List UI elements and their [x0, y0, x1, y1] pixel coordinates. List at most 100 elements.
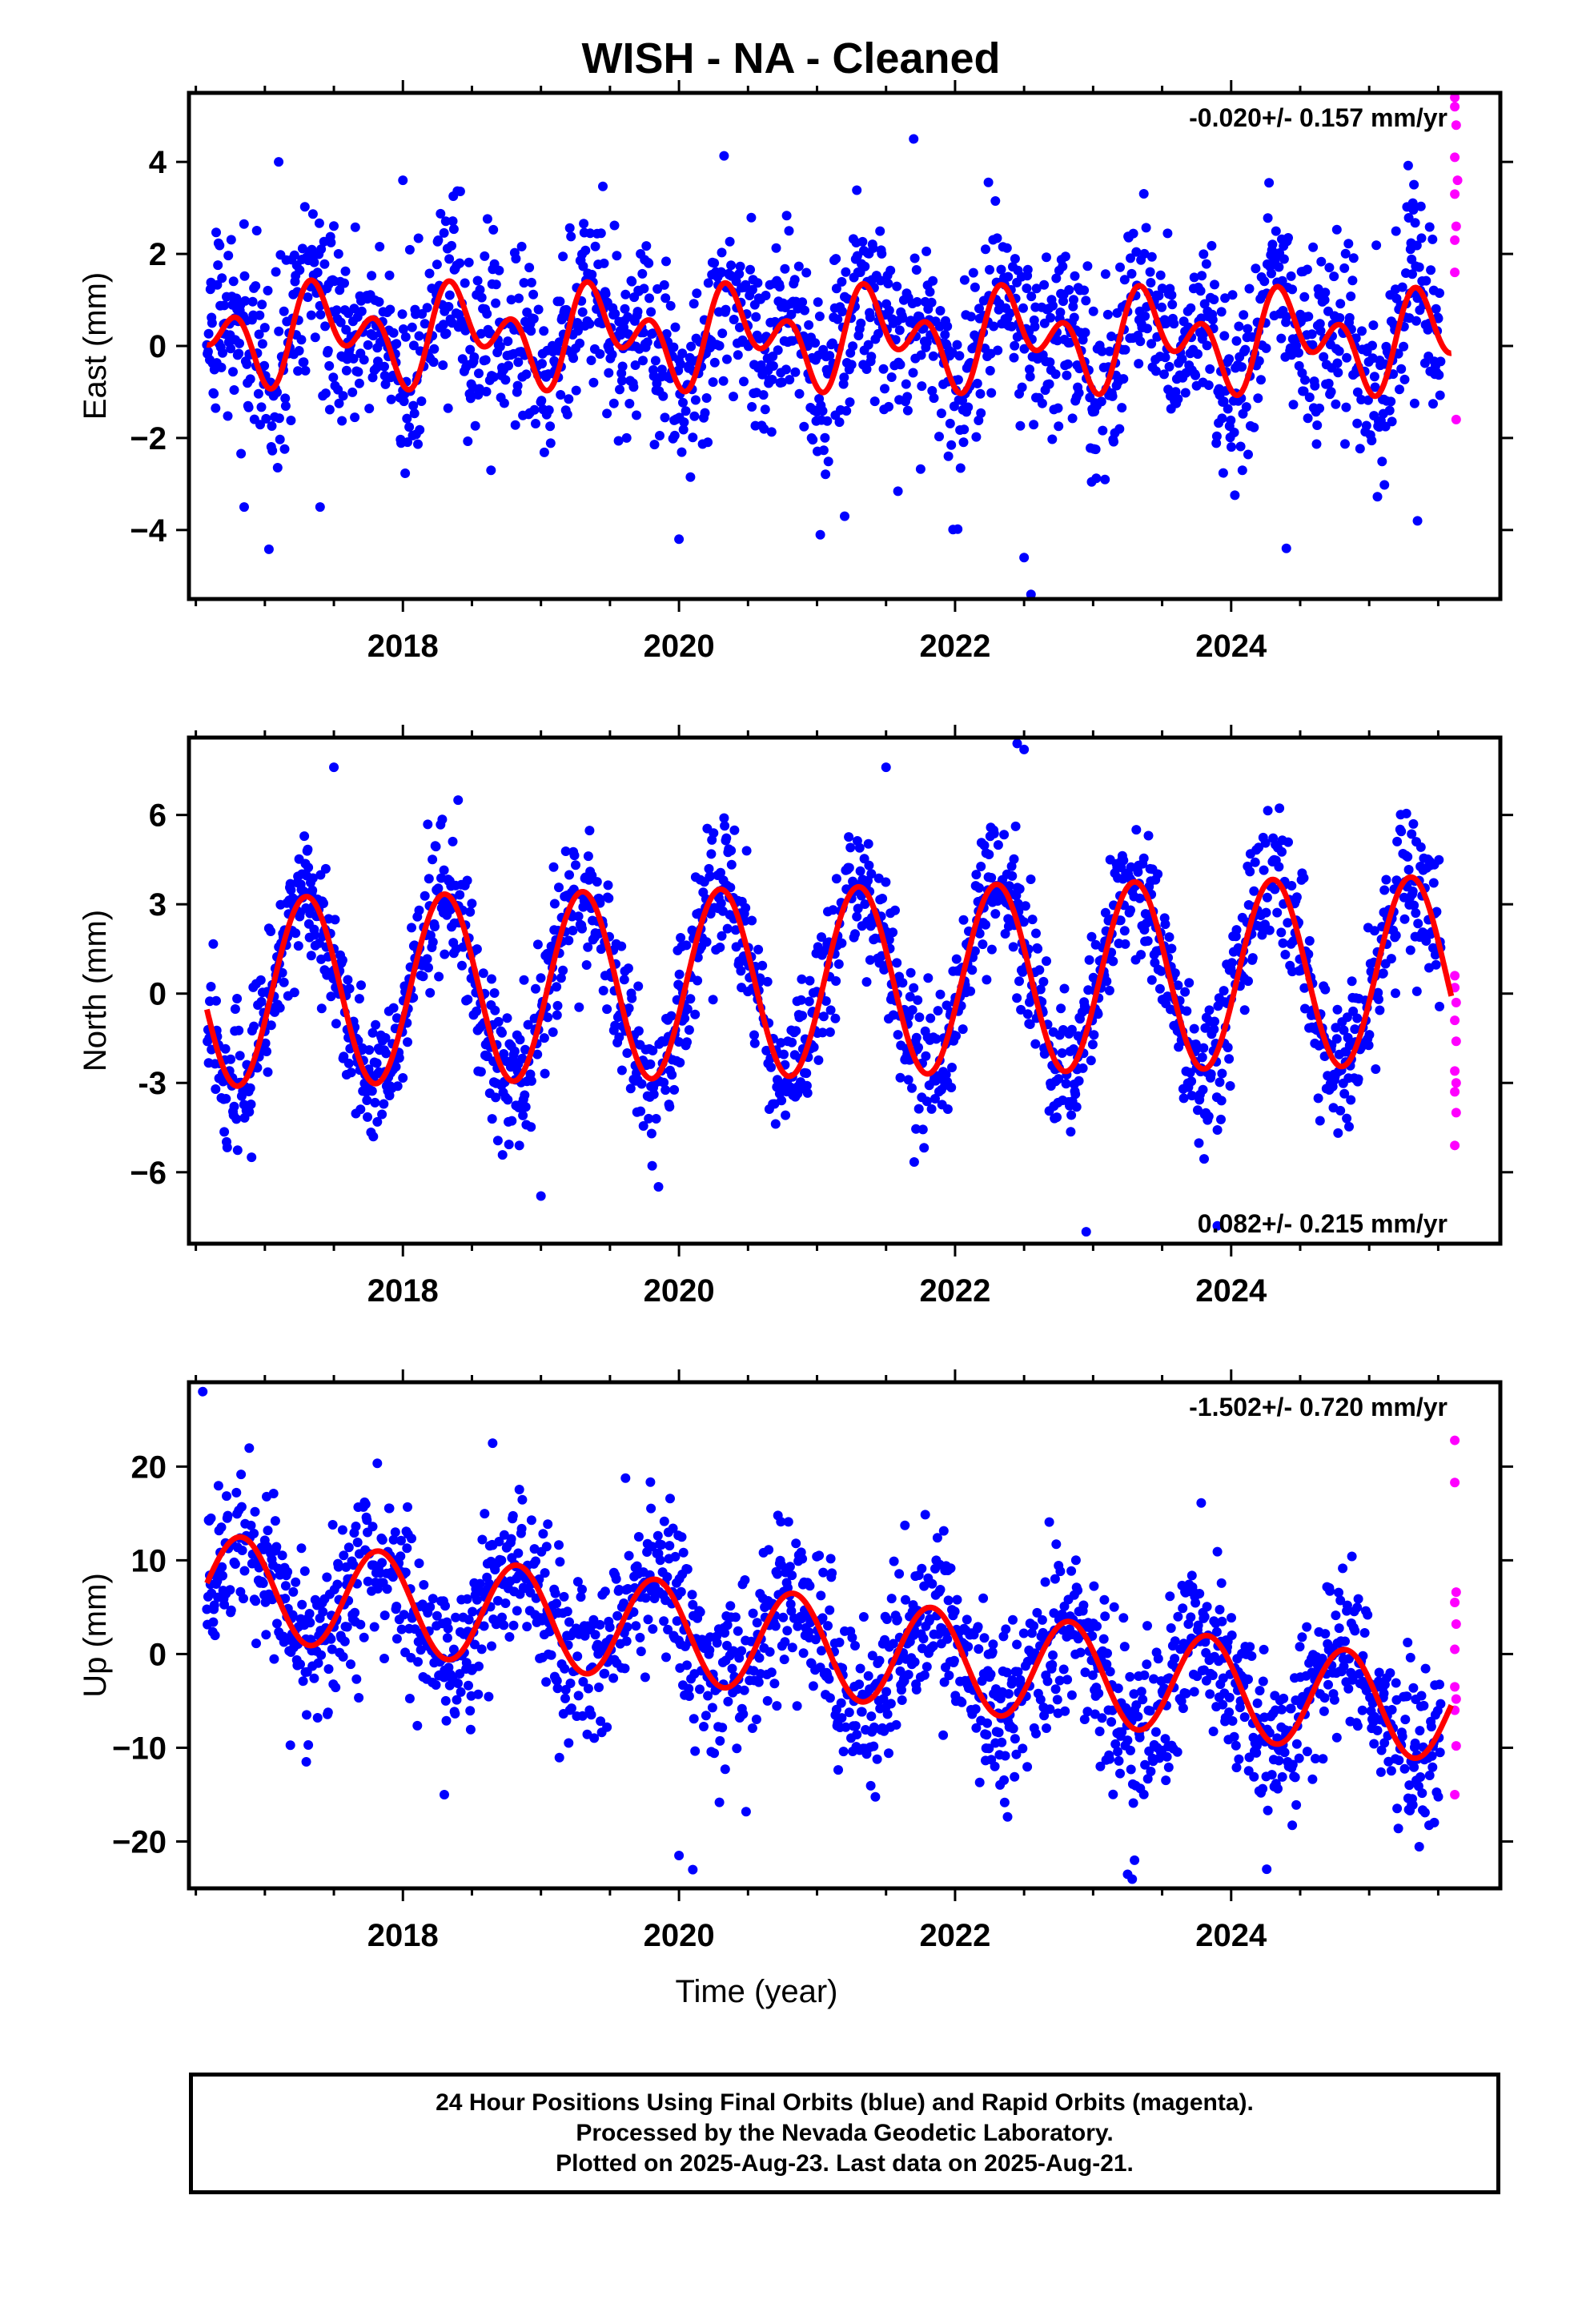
final-orbit-point — [1186, 1091, 1197, 1101]
final-orbit-point — [1407, 887, 1418, 896]
final-orbit-point — [369, 1622, 379, 1632]
final-orbit-point — [1227, 958, 1237, 968]
final-orbit-point — [1166, 290, 1177, 300]
final-orbit-point — [1092, 1621, 1102, 1631]
final-orbit-point — [476, 1644, 487, 1655]
final-orbit-point — [1157, 283, 1167, 294]
final-orbit-point — [894, 1569, 905, 1579]
final-orbit-point — [1170, 968, 1180, 979]
final-orbit-point — [240, 296, 251, 306]
final-orbit-point — [847, 1632, 857, 1642]
final-orbit-point — [1216, 1114, 1226, 1124]
final-orbit-point — [497, 1150, 508, 1160]
final-orbit-point — [299, 202, 310, 212]
final-orbit-point — [438, 320, 448, 330]
final-orbit-point — [643, 1614, 653, 1625]
final-orbit-point — [460, 278, 470, 288]
final-orbit-point — [1241, 402, 1251, 412]
final-orbit-point — [243, 402, 254, 412]
final-orbit-point — [222, 1142, 232, 1152]
final-orbit-point — [708, 995, 718, 1005]
final-orbit-point — [669, 342, 679, 352]
final-orbit-point — [850, 1641, 860, 1651]
final-orbit-point — [571, 860, 580, 870]
final-orbit-point — [1339, 263, 1350, 273]
final-orbit-point — [1409, 900, 1419, 911]
final-orbit-point — [1409, 398, 1419, 408]
final-orbit-point — [893, 1030, 903, 1040]
final-orbit-point — [640, 1593, 651, 1603]
final-orbit-point — [808, 1681, 818, 1691]
final-orbit-point — [676, 1586, 686, 1597]
final-orbit-point — [909, 1657, 920, 1667]
final-orbit-point — [741, 846, 752, 856]
final-orbit-point — [409, 408, 420, 419]
final-orbit-point — [1029, 1621, 1039, 1631]
final-orbit-point — [1395, 384, 1404, 395]
rapid-orbit-point — [1450, 152, 1460, 163]
final-orbit-point — [714, 1797, 725, 1807]
y-tick-label: 0 — [149, 329, 167, 364]
final-orbit-point — [539, 326, 549, 336]
final-orbit-point — [690, 1009, 701, 1019]
final-orbit-point — [331, 1683, 341, 1693]
final-orbit-point — [1331, 1034, 1342, 1044]
final-orbit-point — [526, 1515, 536, 1526]
final-orbit-point — [537, 359, 547, 369]
final-orbit-point — [565, 1679, 576, 1688]
final-orbit-point — [631, 1621, 641, 1631]
final-orbit-point — [722, 1620, 733, 1630]
final-orbit-point — [909, 134, 919, 144]
final-orbit-point — [686, 341, 697, 352]
final-orbit-point — [1142, 1621, 1152, 1631]
final-orbit-point — [450, 1708, 460, 1719]
final-orbit-point — [419, 1580, 429, 1590]
final-orbit-point — [444, 302, 454, 312]
final-orbit-point — [747, 1723, 757, 1733]
final-orbit-point — [467, 899, 477, 909]
final-orbit-point — [730, 925, 741, 935]
final-orbit-point — [1347, 275, 1358, 286]
final-orbit-point — [1426, 265, 1436, 275]
final-orbit-point — [646, 1128, 656, 1139]
final-orbit-point — [1105, 1667, 1115, 1677]
final-orbit-point — [236, 1470, 247, 1480]
final-orbit-point — [424, 874, 434, 884]
final-orbit-point — [1081, 296, 1091, 306]
final-orbit-point — [418, 971, 428, 982]
final-orbit-point — [1333, 368, 1343, 378]
final-orbit-point — [1311, 439, 1322, 449]
final-orbit-point — [976, 862, 986, 871]
final-orbit-point — [768, 361, 778, 371]
final-orbit-point — [1118, 374, 1129, 384]
final-orbit-point — [909, 253, 920, 263]
final-orbit-point — [390, 1527, 400, 1538]
final-orbit-point — [971, 432, 982, 442]
final-orbit-point — [722, 923, 733, 934]
final-orbit-point — [472, 944, 482, 955]
final-orbit-point — [749, 1038, 760, 1048]
final-orbit-point — [489, 988, 500, 998]
final-orbit-point — [781, 1110, 791, 1120]
y-tick-label: −4 — [130, 513, 167, 549]
final-orbit-point — [353, 367, 363, 377]
final-orbit-point — [769, 1679, 780, 1689]
final-orbit-point — [1090, 444, 1101, 455]
final-orbit-point — [1007, 1675, 1018, 1685]
final-orbit-point — [448, 836, 458, 846]
final-orbit-point — [1412, 516, 1423, 526]
final-orbit-point — [428, 854, 438, 865]
final-orbit-point — [1066, 1127, 1076, 1137]
final-orbit-point — [992, 233, 1002, 243]
final-orbit-point — [1431, 959, 1441, 970]
final-orbit-point — [886, 372, 897, 382]
final-orbit-point — [981, 244, 990, 255]
final-orbit-point — [604, 368, 614, 378]
final-orbit-point — [678, 397, 688, 408]
final-orbit-point — [595, 349, 605, 359]
final-orbit-point — [402, 1543, 412, 1554]
final-orbit-point — [951, 954, 962, 964]
final-orbit-point — [784, 226, 794, 236]
final-orbit-point — [491, 279, 501, 290]
